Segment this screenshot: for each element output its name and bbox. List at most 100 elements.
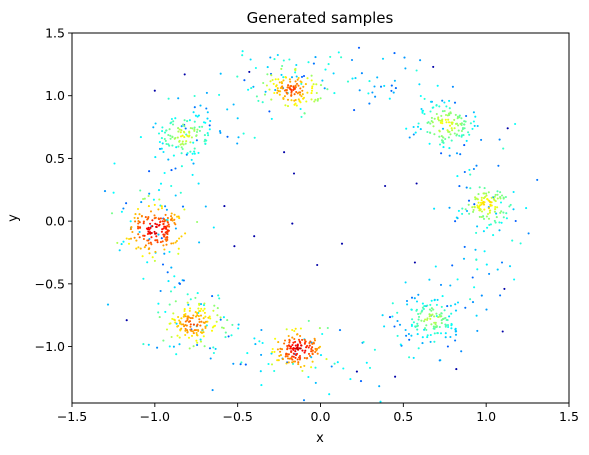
cluster-5-point bbox=[415, 300, 419, 303]
cluster-5-point bbox=[410, 334, 413, 337]
scatter-point bbox=[208, 124, 211, 127]
cluster-8-point bbox=[204, 121, 207, 124]
cluster-5-point bbox=[405, 334, 408, 337]
cluster-3-point bbox=[455, 122, 459, 125]
x-axis-ticks: −1.5 −1.0 −0.5 0.0 0.5 1.0 1.5 bbox=[57, 403, 579, 424]
scatter-point bbox=[512, 208, 515, 211]
scatter-point bbox=[252, 85, 255, 88]
scatter-point bbox=[236, 117, 239, 120]
scatter-point bbox=[175, 322, 178, 325]
scatter-point bbox=[393, 79, 396, 82]
scatter-point bbox=[358, 89, 361, 92]
cluster-4-point bbox=[474, 196, 477, 199]
scatter-point bbox=[390, 84, 393, 87]
cluster-4-point bbox=[461, 212, 464, 215]
cluster-6-point bbox=[305, 357, 308, 360]
cluster-2-point bbox=[314, 98, 317, 101]
scatter-point bbox=[476, 268, 479, 271]
cluster-1-point bbox=[170, 212, 173, 215]
scatter-point bbox=[254, 343, 257, 346]
x-tick-label: 0.5 bbox=[393, 409, 413, 424]
cluster-1-point bbox=[153, 259, 156, 262]
cluster-2-point bbox=[332, 72, 335, 75]
cluster-3-point bbox=[445, 105, 448, 108]
cluster-6-point bbox=[308, 344, 311, 347]
cluster-1-point bbox=[142, 234, 145, 237]
cluster-7-point bbox=[184, 333, 187, 337]
cluster-5-point bbox=[433, 298, 436, 301]
scatter-point bbox=[416, 125, 420, 128]
outlier-point bbox=[316, 263, 319, 267]
scatter-point bbox=[419, 59, 422, 62]
cluster-7-point bbox=[191, 317, 194, 320]
cluster-5-point bbox=[445, 318, 448, 322]
scatter-point bbox=[175, 146, 178, 149]
cluster-3-point bbox=[440, 135, 443, 138]
scatter-point bbox=[156, 346, 159, 349]
cluster-8-point bbox=[176, 136, 179, 139]
cluster-1-point bbox=[166, 236, 169, 239]
cluster-7-point bbox=[197, 307, 200, 310]
cluster-2-point bbox=[298, 91, 302, 94]
cluster-4-point bbox=[502, 216, 505, 219]
outlier-point bbox=[506, 127, 509, 130]
scatter-point bbox=[170, 266, 173, 269]
scatter-point bbox=[170, 184, 173, 188]
cluster-6-point bbox=[285, 328, 288, 331]
cluster-1-point bbox=[158, 198, 161, 201]
cluster-3-point bbox=[463, 120, 466, 123]
cluster-4-point bbox=[495, 216, 498, 219]
scatter-point bbox=[288, 58, 291, 61]
cluster-4-point bbox=[480, 196, 483, 199]
scatter-point bbox=[410, 296, 414, 299]
cluster-6-point bbox=[299, 341, 302, 344]
cluster-7-point bbox=[180, 317, 183, 320]
cluster-3-point bbox=[463, 123, 466, 126]
cluster-3-point bbox=[440, 114, 443, 117]
cluster-4-point bbox=[472, 208, 475, 212]
cluster-8-point bbox=[164, 139, 167, 142]
scatter-point bbox=[120, 243, 123, 246]
scatter-point bbox=[244, 363, 247, 366]
cluster-1-point bbox=[149, 222, 152, 225]
scatter-point bbox=[211, 389, 214, 392]
cluster-6-point bbox=[287, 357, 290, 360]
scatter-point bbox=[480, 294, 483, 297]
cluster-5-point bbox=[436, 332, 439, 335]
cluster-1-point bbox=[164, 219, 167, 222]
cluster-6-point bbox=[271, 350, 274, 354]
scatter-point bbox=[302, 399, 306, 402]
cluster-1-point bbox=[134, 220, 137, 223]
cluster-6-point bbox=[315, 348, 318, 351]
scatter-point bbox=[192, 141, 195, 144]
cluster-6-point bbox=[292, 360, 295, 363]
cluster-1-point bbox=[166, 230, 169, 234]
cluster-1-point bbox=[165, 243, 168, 246]
cluster-3-point bbox=[445, 121, 448, 124]
cluster-8-point bbox=[188, 131, 191, 134]
scatter-point bbox=[160, 237, 163, 240]
cluster-3-point bbox=[435, 104, 438, 107]
scatter-point bbox=[323, 87, 326, 90]
cluster-4-point bbox=[496, 206, 499, 209]
cluster-8-point bbox=[170, 121, 173, 124]
cluster-5-point bbox=[438, 315, 442, 318]
scatter-point bbox=[381, 314, 384, 317]
cluster-5-point bbox=[450, 312, 453, 315]
cluster-1-point bbox=[136, 217, 139, 220]
cluster-2-point bbox=[319, 84, 323, 87]
cluster-6-point bbox=[292, 355, 295, 358]
cluster-7-point bbox=[192, 332, 195, 335]
cluster-7-point bbox=[192, 345, 195, 348]
cluster-7-point bbox=[195, 331, 198, 335]
scatter-point bbox=[184, 127, 187, 130]
cluster-2-point bbox=[300, 115, 303, 118]
cluster-4-point bbox=[480, 215, 483, 219]
cluster-3-point bbox=[414, 131, 417, 134]
cluster-8-point bbox=[182, 143, 185, 146]
scatter-point bbox=[166, 271, 169, 274]
scatter-point bbox=[199, 338, 202, 341]
scatter-point bbox=[368, 102, 371, 105]
cluster-7-point bbox=[186, 331, 189, 334]
cluster-7-point bbox=[202, 335, 205, 338]
